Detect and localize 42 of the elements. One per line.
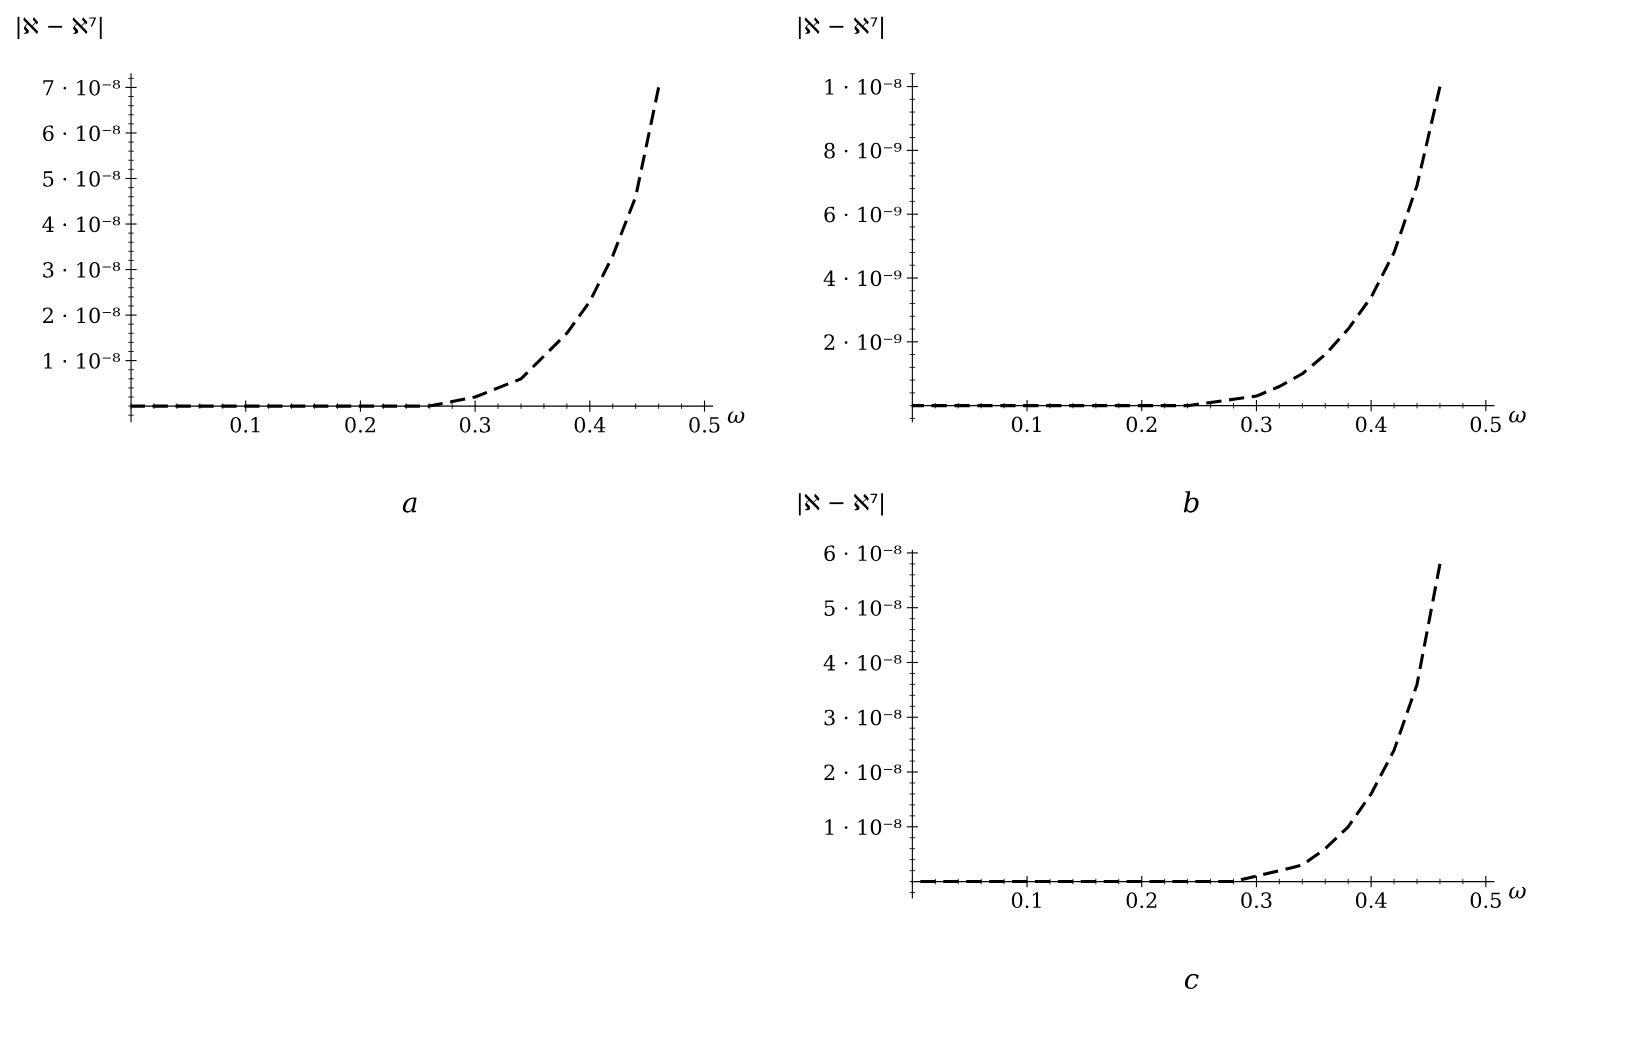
x-tick-label: 0.5 bbox=[1470, 416, 1501, 433]
y-axis-title: |ℵ − ℵ⁷| bbox=[17, 16, 102, 39]
x-tick-label: 0.5 bbox=[1470, 892, 1501, 909]
y-tick-label: 4 · 10⁻⁹ bbox=[823, 270, 902, 287]
x-axis-title: ω bbox=[727, 411, 745, 424]
x-tick-label: 0.4 bbox=[574, 416, 606, 433]
text: b bbox=[1183, 491, 1199, 513]
y-tick-label: 5 · 10⁻⁸ bbox=[824, 600, 902, 616]
y-axis-title: |ℵ − ℵ⁷| bbox=[798, 493, 883, 516]
y-tick-label: 5 · 10⁻⁸ bbox=[43, 170, 121, 187]
y-tick-label: 1 · 10⁻⁸ bbox=[825, 79, 902, 95]
x-tick-label: 0.1 bbox=[1011, 892, 1041, 909]
y-tick-label: 2 · 10⁻⁸ bbox=[824, 764, 902, 781]
y-tick-label: 4 · 10⁻⁸ bbox=[42, 216, 121, 233]
text: a bbox=[402, 497, 417, 513]
x-axis-title: ω bbox=[1509, 411, 1526, 423]
text: c bbox=[1184, 973, 1199, 990]
x-tick-label: 0.1 bbox=[230, 416, 260, 433]
y-tick-label: 3 · 10⁻⁸ bbox=[824, 709, 902, 726]
x-tick-label: 0.3 bbox=[1241, 892, 1272, 909]
y-tick-label: 4 · 10⁻⁸ bbox=[823, 654, 902, 671]
y-axis-title: |ℵ − ℵ⁷| bbox=[798, 16, 883, 39]
y-tick-label: 2 · 10⁻⁹ bbox=[824, 334, 902, 351]
y-tick-label: 7 · 10⁻⁸ bbox=[43, 79, 121, 96]
y-tick-label: 8 · 10⁻⁹ bbox=[824, 142, 902, 159]
y-tick-label: 6 · 10⁻⁸ bbox=[43, 125, 121, 142]
x-tick-label: 0.2 bbox=[345, 416, 375, 433]
y-tick-label: 6 · 10⁻⁸ bbox=[824, 545, 902, 562]
y-tick-label: 2 · 10⁻⁸ bbox=[43, 307, 121, 324]
y-tick-label: 3 · 10⁻⁸ bbox=[43, 262, 121, 278]
x-tick-label: 0.3 bbox=[459, 416, 491, 433]
x-tick-label: 0.2 bbox=[1126, 416, 1157, 433]
x-tick-label: 0.4 bbox=[1355, 416, 1387, 433]
x-tick-label: 0.2 bbox=[1126, 892, 1157, 909]
x-tick-label: 0.1 bbox=[1011, 416, 1041, 433]
x-tick-label: 0.4 bbox=[1355, 892, 1387, 909]
x-tick-label: 0.5 bbox=[689, 416, 720, 433]
y-tick-label: 6 · 10⁻⁹ bbox=[824, 206, 902, 223]
y-tick-label: 1 · 10⁻⁸ bbox=[825, 819, 902, 836]
x-tick-label: 0.3 bbox=[1241, 416, 1272, 433]
y-tick-label: 1 · 10⁻⁸ bbox=[44, 353, 121, 369]
x-axis-title: ω bbox=[1509, 886, 1526, 899]
